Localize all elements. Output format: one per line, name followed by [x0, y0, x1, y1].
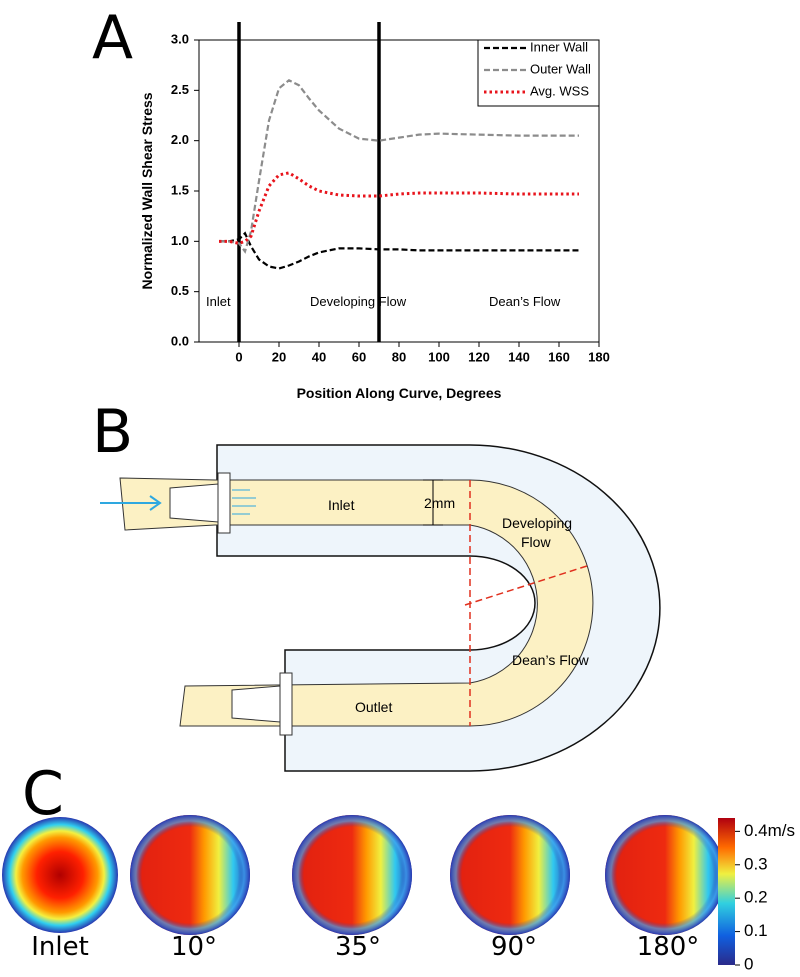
colorbar-ticks: 0 0.1 0.2 0.3 0.4m/s [735, 821, 795, 973]
x-tick-label: 180 [588, 349, 610, 364]
x-tick-label: 60 [352, 349, 366, 364]
colorbar-label: 0.2 [744, 888, 768, 907]
flow-arrow [149, 495, 162, 511]
connector [231, 685, 281, 723]
contour-panel: Inlet 10° 35° 90° 180° 0 0.1 0.2 0.3 0.4m/s [2, 815, 795, 973]
region-label: Inlet [206, 294, 231, 309]
contour-section [2, 817, 118, 933]
channel [119, 477, 594, 727]
x-tick-label: 120 [468, 349, 490, 364]
diagram: Inlet 2mm Developing Flow Dean’s Flow Ou… [100, 444, 661, 772]
colorbar-label: 0 [744, 954, 753, 973]
y-tick-label: 2.0 [171, 132, 189, 147]
section-label: 90° [491, 932, 537, 962]
y-tick-label: 0.0 [171, 333, 189, 348]
region-label: Developing Flow [310, 294, 407, 309]
section-label: Inlet [31, 932, 89, 962]
data-line [219, 231, 579, 270]
y-tick-label: 2.5 [171, 82, 189, 97]
colorbar [718, 818, 735, 965]
label: Dean’s Flow [512, 652, 590, 668]
colorbar-label: 0.1 [744, 921, 768, 940]
x-tick-label: 20 [272, 349, 286, 364]
x-tick-label: 80 [392, 349, 406, 364]
label: Outlet [355, 699, 392, 715]
colorbar-label: 0.3 [744, 854, 768, 873]
connector [169, 483, 219, 523]
label: Flow [521, 534, 551, 550]
connector [279, 672, 293, 736]
label: 2mm [424, 495, 455, 511]
panel-label: A [92, 3, 133, 73]
y-tick-label: 0.5 [171, 283, 189, 298]
x-tick-label: 160 [548, 349, 570, 364]
section-label: 10° [171, 932, 217, 962]
y-tick-label: 1.5 [171, 182, 189, 197]
legend-label: Avg. WSS [530, 83, 589, 98]
y-axis-title: Normalized Wall Shear Stress [139, 92, 155, 289]
velocity-profile [232, 489, 256, 515]
label: Inlet [328, 497, 355, 513]
x-tick-label: 140 [508, 349, 530, 364]
region-label: Dean’s Flow [489, 294, 561, 309]
data-line [219, 171, 579, 245]
legend-box [477, 39, 600, 107]
x-tick-label: 40 [312, 349, 326, 364]
contour-rim [450, 815, 570, 935]
data-line [219, 78, 579, 254]
legend-label: Outer Wall [530, 61, 591, 76]
label: Developing [502, 515, 572, 531]
section-label: 35° [335, 932, 381, 962]
y-tick-label: 3.0 [171, 31, 189, 46]
x-axis-title: Position Along Curve, Degrees [297, 385, 502, 401]
contour-rim [292, 815, 412, 935]
section-label: 180° [637, 932, 700, 962]
legend-label: Inner Wall [530, 39, 588, 54]
panel-label: B [92, 397, 133, 467]
y-tick-label: 1.0 [171, 233, 189, 248]
chart: 0.0 0.5 1.0 1.5 2.0 2.5 3.0 0 20 40 60 80 100 120 140 1… [139, 22, 610, 401]
contour-rim [605, 815, 725, 935]
x-tick-label: 100 [428, 349, 450, 364]
contour-rim [130, 815, 250, 935]
colorbar-label: 0.4m/s [744, 821, 795, 840]
x-tick-label: 0 [235, 349, 242, 364]
connector [217, 472, 231, 534]
